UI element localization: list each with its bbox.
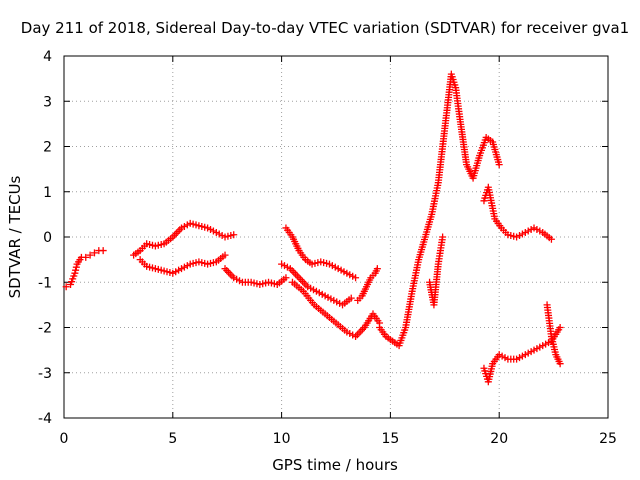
data-point-marker — [86, 251, 94, 259]
data-point-marker — [547, 235, 555, 243]
y-tick-label: -1 — [38, 275, 52, 291]
data-point-marker — [230, 231, 238, 239]
data-point-marker — [282, 274, 290, 282]
data-point-marker — [90, 249, 98, 257]
data-point-marker — [373, 265, 381, 273]
data-point-marker — [347, 294, 355, 302]
data-point-marker — [99, 247, 107, 255]
grid — [64, 56, 608, 418]
axis-ticks: 0 5 10 15 20 25 -4 -3 -2 -1 0 1 2 3 4 — [38, 49, 617, 447]
data-point-marker — [556, 360, 564, 368]
y-tick-label: 0 — [43, 230, 52, 246]
data-point-marker — [72, 263, 80, 271]
data-point-marker — [352, 274, 360, 282]
y-axis-title: SDTVAR / TECUs — [6, 175, 24, 298]
y-tick-label: -4 — [38, 411, 52, 427]
data-point-marker — [495, 161, 503, 169]
x-tick-label: 25 — [599, 431, 617, 447]
data-point-marker — [556, 324, 564, 331]
x-tick-label: 15 — [381, 431, 399, 447]
y-tick-label: 1 — [43, 185, 52, 201]
x-axis-title: GPS time / hours — [272, 456, 398, 474]
y-tick-label: 3 — [43, 94, 52, 110]
data-points — [62, 70, 564, 386]
data-point-marker — [82, 253, 90, 261]
y-tick-label: -3 — [38, 366, 52, 382]
x-tick-label: 20 — [490, 431, 508, 447]
x-tick-label: 10 — [273, 431, 291, 447]
y-tick-label: 2 — [43, 140, 52, 156]
x-tick-label: 0 — [60, 431, 69, 447]
data-point-marker — [62, 283, 70, 291]
y-tick-label: -2 — [38, 321, 52, 337]
data-point-marker — [439, 233, 447, 241]
data-point-marker — [221, 251, 229, 259]
x-tick-label: 5 — [168, 431, 177, 447]
y-tick-label: 4 — [43, 49, 52, 65]
data-point-marker — [71, 269, 79, 277]
plot-frame — [63, 55, 609, 419]
data-point-marker — [72, 266, 80, 274]
chart-title: Day 211 of 2018, Sidereal Day-to-day VTE… — [21, 19, 629, 37]
